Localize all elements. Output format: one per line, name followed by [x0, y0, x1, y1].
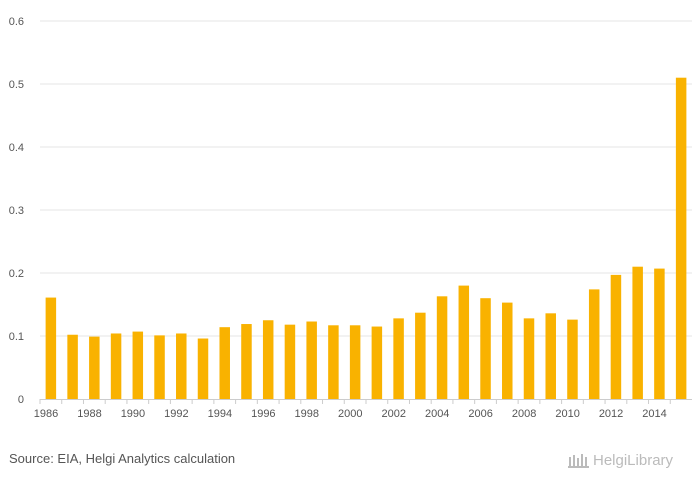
bar-1999 — [328, 325, 339, 399]
bar-1993 — [197, 338, 209, 399]
x-tick-label: 2006 — [468, 408, 492, 420]
bar-1998 — [306, 321, 317, 399]
x-tick-label: 1994 — [208, 408, 232, 420]
source-note: Source: EIA, Helgi Analytics calculation — [9, 451, 236, 466]
y-axis: 0 0.1 0.2 0.3 0.4 0.5 0.6 — [9, 16, 24, 406]
y-tick-label: 0.5 — [9, 79, 24, 91]
x-tick-label: 2012 — [599, 408, 623, 420]
y-tick-label: 0.4 — [9, 142, 24, 154]
y-tick-label: 0.3 — [9, 205, 24, 217]
bar-2010 — [567, 319, 578, 399]
library-icon — [568, 454, 589, 468]
x-tick-label: 1998 — [295, 408, 319, 420]
bar-2012 — [610, 274, 622, 399]
bar-2000 — [349, 325, 361, 399]
bar-2002 — [393, 318, 404, 399]
x-tick-label: 2008 — [512, 408, 536, 420]
bar-1994 — [219, 327, 230, 399]
bar-2007 — [502, 302, 513, 399]
bar-1997 — [284, 324, 296, 399]
x-tick-label: 2010 — [555, 408, 579, 420]
bar-2004 — [436, 296, 448, 399]
x-tick-label: 2014 — [642, 408, 666, 420]
x-tick-label: 1988 — [77, 408, 101, 420]
bar-chart: 0 0.1 0.2 0.3 0.4 0.5 0.6 1986 1988 1990 1992 1994… — [9, 16, 692, 420]
bar-1996 — [262, 320, 274, 399]
helgi-library-logo[interactable]: HelgiLibrary — [568, 450, 673, 470]
y-tick-label: 0 — [18, 394, 24, 406]
bar-2009 — [545, 313, 556, 399]
bar-2003 — [415, 312, 426, 399]
x-tick-label: 1996 — [251, 408, 275, 420]
bar-1989 — [110, 333, 122, 399]
bar-1986 — [45, 297, 57, 399]
x-tick-label: 2000 — [338, 408, 362, 420]
bar-2005 — [458, 285, 470, 399]
bar-2001 — [371, 326, 383, 399]
gridlines — [40, 20, 692, 337]
bar-1990 — [132, 331, 144, 399]
bar-1991 — [154, 335, 165, 399]
x-tick-label: 1990 — [121, 408, 145, 420]
bar-2013 — [632, 266, 643, 399]
bar-1987 — [67, 334, 78, 399]
bar-2006 — [480, 298, 491, 399]
x-axis: 1986 1988 1990 1992 1994 1996 1998 2000 2002 2004… — [34, 399, 692, 420]
x-tick-label: 1992 — [164, 408, 188, 420]
bar-1988 — [89, 336, 100, 399]
bars — [45, 77, 687, 399]
y-tick-label: 0.1 — [9, 331, 24, 343]
x-tick-label: 1986 — [34, 408, 58, 420]
bar-1995 — [241, 324, 252, 399]
bar-2008 — [523, 318, 535, 399]
bar-1992 — [176, 333, 187, 399]
x-tick-label: 2004 — [425, 408, 449, 420]
y-tick-label: 0.2 — [9, 268, 24, 280]
bar-2015 — [675, 77, 687, 399]
bar-2011 — [588, 289, 600, 399]
y-tick-label: 0.6 — [9, 16, 24, 28]
x-tick-label: 2002 — [381, 408, 405, 420]
bar-2014 — [654, 268, 665, 399]
logo-text: HelgiLibrary — [593, 451, 674, 469]
